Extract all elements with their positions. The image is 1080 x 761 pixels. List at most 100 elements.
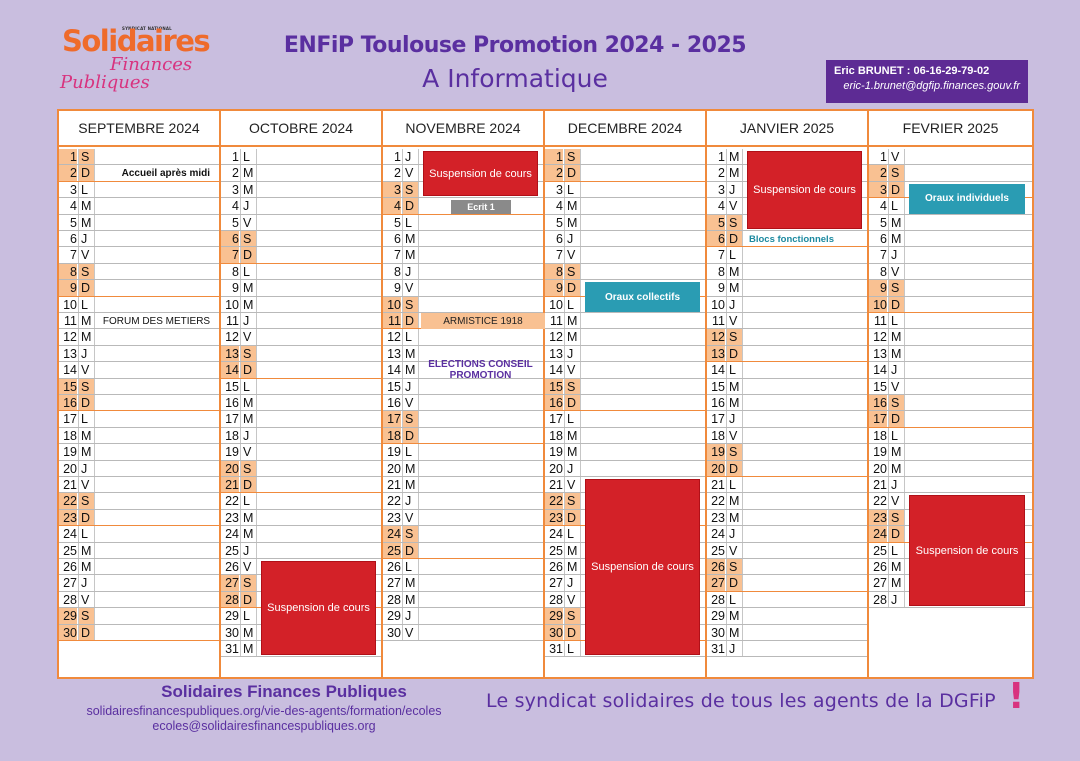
day-row: 20 M [383, 460, 543, 477]
day-letter: M [888, 559, 905, 575]
day-number: 12 [225, 330, 239, 345]
day-row: 12 M [869, 329, 1032, 346]
day-letter: J [402, 378, 419, 394]
day-number: 17 [63, 412, 77, 427]
day-letter: D [564, 165, 581, 181]
day-letter: L [402, 444, 419, 460]
solidaires-logo: SYNDICAT NATIONAL Solidaires Finances Pu… [58, 18, 211, 98]
day-row: 12 M [545, 329, 705, 346]
day-number: 21 [63, 478, 77, 492]
day-number: 23 [225, 510, 239, 525]
day-row: 10 L [545, 296, 705, 313]
day-row: 28 V [59, 591, 219, 609]
day-number: 2 [394, 166, 401, 181]
day-row: 22 L [221, 493, 381, 510]
day-letter: D [78, 280, 95, 296]
day-number: 28 [387, 592, 401, 607]
day-row: 16 S [869, 395, 1032, 412]
day-number: 1 [59, 149, 77, 165]
day-letter: L [888, 542, 905, 558]
day-letter: J [726, 296, 743, 312]
day-letter: J [564, 231, 581, 247]
day-letter: S [240, 345, 257, 362]
day-letter: V [402, 165, 419, 181]
day-number: 22 [873, 494, 887, 509]
calendar-grid: SEPTEMBRE 2024 1 S 2 D 3 L 4 M 5 M 6 J 7 V 8 S 9 D 10 L 11 M 12… [57, 109, 1034, 679]
day-number: 1 [232, 150, 239, 164]
day-number: 5 [232, 215, 239, 230]
day-number: 8 [232, 264, 239, 279]
day-number: 15 [711, 379, 725, 394]
day-number: 8 [545, 263, 563, 280]
day-number: 7 [556, 248, 563, 263]
calendar-event: Blocs fonctionnels [749, 233, 834, 245]
day-letter: V [564, 362, 581, 378]
day-number: 4 [556, 199, 563, 214]
footer-url-link[interactable]: solidairesfinancespubliques.org/vie-des-… [86, 704, 442, 718]
day-number: 27 [221, 575, 239, 591]
calendar-event: Oraux collectifs [585, 282, 700, 312]
day-letter: J [888, 477, 905, 493]
day-letter: L [78, 181, 95, 198]
month-header: OCTOBRE 2024 [221, 111, 381, 147]
day-row: 29 S [59, 608, 219, 625]
day-number: 16 [711, 396, 725, 410]
footer-email-link[interactable]: ecoles@solidairesfinancespubliques.org [152, 719, 376, 733]
day-row: 20 D [707, 460, 867, 477]
day-letter: L [240, 608, 257, 624]
day-letter: L [888, 427, 905, 444]
day-row: 12 L [383, 329, 543, 346]
day-row: 11 M [545, 313, 705, 330]
day-letter: M [564, 427, 581, 444]
day-letter: S [888, 509, 905, 526]
day-number: 27 [707, 575, 725, 591]
day-number: 19 [707, 444, 725, 460]
month-column: JANVIER 2025 1 M 2 M 3 J 4 V 5 S 6 D 7 L 8 M 9 M 10 J 11 V 12 S 1… [707, 111, 869, 677]
day-letter: S [402, 296, 419, 312]
day-number: 4 [880, 199, 887, 214]
footer-org-name: Solidaires Finances Publiques [161, 682, 407, 701]
day-letter: S [78, 263, 95, 280]
day-row: 22 S [59, 493, 219, 510]
day-row: 29 M [707, 608, 867, 625]
day-letter: V [564, 477, 581, 493]
day-row: 28 M [383, 591, 543, 609]
day-number: 31 [225, 642, 239, 656]
day-row: 16 V [383, 395, 543, 412]
day-row: 10 D [869, 296, 1032, 313]
day-number: 3 [556, 182, 563, 197]
day-letter: S [78, 378, 95, 394]
day-letter: J [78, 231, 95, 247]
day-number: 18 [873, 428, 887, 443]
day-row: 26 L [383, 559, 543, 576]
day-number: 29 [59, 608, 77, 624]
day-number: 2 [59, 165, 77, 181]
day-number: 14 [711, 363, 725, 378]
day-number: 6 [221, 231, 239, 247]
day-row: 23 D [59, 509, 219, 527]
day-letter: S [78, 608, 95, 624]
day-number: 13 [63, 346, 77, 361]
day-letter: V [402, 280, 419, 296]
day-number: 9 [545, 280, 563, 296]
day-row: 13 S [221, 345, 381, 363]
day-letter: S [402, 411, 419, 427]
day-row: 12 M [59, 329, 219, 346]
day-number: 11 [550, 314, 563, 328]
day-row: 18 M [545, 427, 705, 445]
day-number: 9 [869, 280, 887, 296]
day-number: 31 [549, 642, 563, 656]
day-number: 6 [880, 232, 887, 246]
day-number: 11 [64, 314, 77, 328]
day-letter: S [888, 165, 905, 181]
day-number: 25 [383, 542, 401, 558]
day-letter: D [240, 247, 257, 263]
